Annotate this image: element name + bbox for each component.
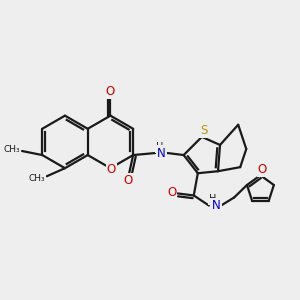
Text: O: O: [106, 85, 115, 98]
Text: CH₃: CH₃: [28, 174, 45, 183]
Text: O: O: [107, 163, 116, 176]
Text: H: H: [209, 194, 217, 205]
Text: O: O: [124, 174, 133, 187]
Text: H: H: [156, 142, 163, 152]
Text: N: N: [212, 199, 220, 212]
Text: O: O: [258, 163, 267, 176]
Text: N: N: [157, 146, 166, 160]
Text: S: S: [200, 124, 208, 137]
Text: CH₃: CH₃: [4, 146, 20, 154]
Text: O: O: [167, 186, 176, 199]
